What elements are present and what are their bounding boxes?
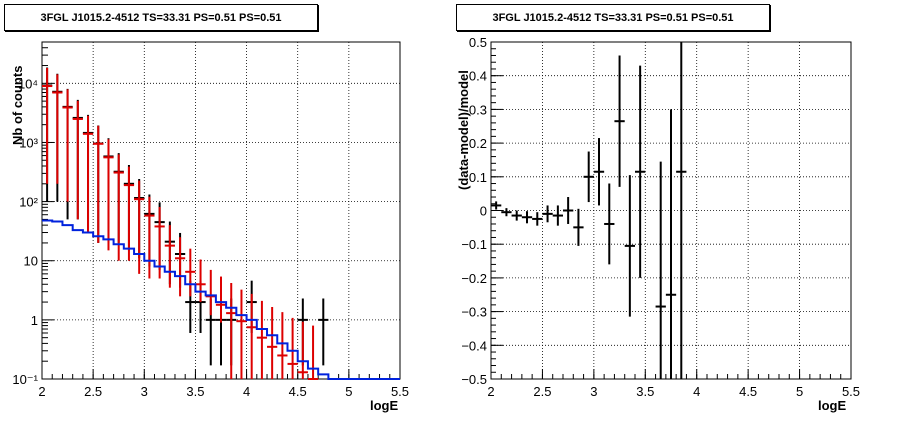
right-x-tick-label: 4.5: [739, 384, 757, 399]
right-x-tick-label: 2: [487, 384, 494, 399]
right-y-tick-label: −0.5: [461, 372, 487, 387]
left-y-tick-label: 10³: [19, 135, 38, 150]
right-plot-residuals: 2 2.5 3 3.5 4 4.5 5 5.5 −0.5 −0.4 −0.3 −0.2 −0.1 0 0.1…: [461, 35, 860, 399]
left-chart-title: 3FGL J1015.2-4512 TS=33.31 PS=0.51 PS=0.…: [4, 4, 318, 31]
right-y-tick-label: 0.4: [469, 69, 487, 84]
left-y-axis-title: Nb of counts: [10, 65, 25, 145]
right-y-tick-label: 0.5: [469, 35, 487, 50]
left-model-step-line: [42, 219, 400, 380]
right-y-tick-label: 0.3: [469, 102, 487, 117]
left-x-tick-label: 5: [345, 384, 352, 399]
right-y-tick-label: 0.1: [469, 170, 487, 185]
left-y-tick-label: 10: [24, 254, 38, 269]
left-x-tick-label: 2.5: [84, 384, 102, 399]
left-y-tick-label: 1: [31, 313, 38, 328]
left-x-tick-label: 4.5: [289, 384, 307, 399]
right-y-tick-label: −0.4: [461, 338, 487, 353]
right-x-tick-label: 2.5: [533, 384, 551, 399]
right-y-tick-label: −0.1: [461, 237, 487, 252]
right-x-axis-title: logE: [818, 398, 847, 413]
left-x-tick-label: 5.5: [391, 384, 409, 399]
right-x-tick-label: 5.5: [842, 384, 860, 399]
right-x-tick-label: 4: [693, 384, 700, 399]
right-y-axis-title: (data-model)/model: [456, 70, 471, 190]
left-x-tick-label: 2: [38, 384, 45, 399]
left-x-tick-label: 4: [243, 384, 250, 399]
right-x-tick-label: 5: [796, 384, 803, 399]
right-y-tick-label: −0.2: [461, 271, 487, 286]
left-x-tick-label: 3.5: [186, 384, 204, 399]
right-y-tick-label: −0.3: [461, 305, 487, 320]
right-y-tick-label: 0.2: [469, 136, 487, 151]
right-x-tick-label: 3.5: [636, 384, 654, 399]
right-chart-title: 3FGL J1015.2-4512 TS=33.31 PS=0.51 PS=0.…: [456, 4, 770, 31]
left-x-axis-title: logE: [370, 398, 399, 413]
left-y-tick-label: 10²: [19, 195, 38, 210]
left-y-tick-label: 10⁻¹: [12, 372, 38, 387]
right-y-tick-label: 0: [480, 204, 487, 219]
right-x-tick-label: 3: [590, 384, 597, 399]
left-plot-counts: 2 2.5 3 3.5 4 4.5 5 5.5 10⁻¹ 1 10 10² 10³ 10⁴: [12, 41, 409, 399]
left-x-tick-label: 3: [141, 384, 148, 399]
left-y-tick-label: 10⁴: [18, 76, 38, 91]
